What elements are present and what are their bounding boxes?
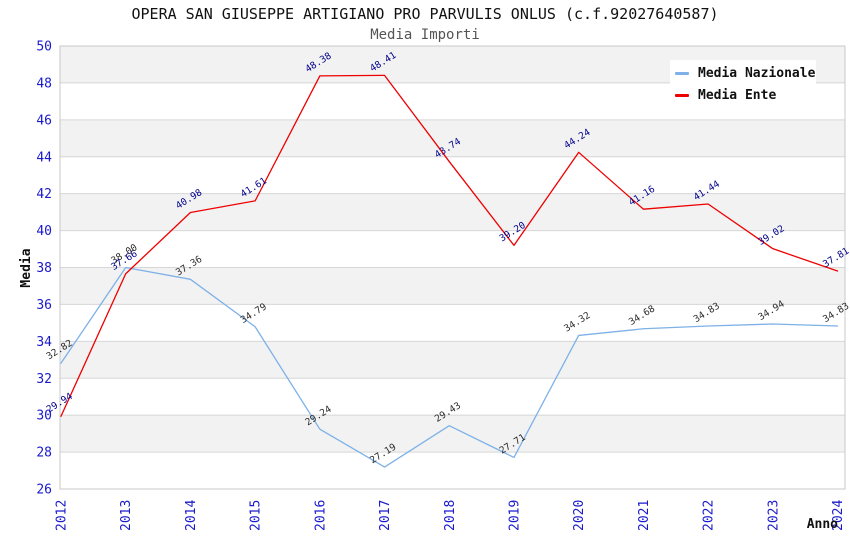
x-tick-label: 2020 bbox=[572, 500, 587, 531]
legend-item-media-nazionale: Media Nazionale bbox=[675, 66, 816, 81]
plot-band bbox=[60, 156, 845, 194]
chart-title: OPERA SAN GIUSEPPE ARTIGIANO PRO PARVULI… bbox=[131, 5, 719, 23]
legend: Media Nazionale Media Ente bbox=[670, 60, 816, 109]
plot-band bbox=[60, 415, 845, 453]
y-tick-label: 48 bbox=[36, 76, 52, 91]
y-tick-label: 50 bbox=[36, 40, 52, 55]
y-tick-label: 30 bbox=[36, 409, 52, 424]
plot-band bbox=[60, 230, 845, 268]
plot-band bbox=[60, 304, 845, 342]
legend-swatch-media-nazionale-icon bbox=[675, 72, 689, 75]
x-tick-label: 2016 bbox=[313, 500, 328, 531]
y-tick-label: 40 bbox=[36, 224, 52, 239]
y-tick-label: 46 bbox=[36, 113, 52, 128]
legend-item-media-ente: Media Ente bbox=[675, 88, 816, 103]
y-axis-title: Media bbox=[19, 248, 34, 287]
legend-swatch-media-ente-icon bbox=[675, 94, 689, 97]
x-tick-label: 2023 bbox=[766, 500, 781, 531]
plot-border bbox=[59, 45, 846, 490]
x-tick-label: 2018 bbox=[443, 500, 458, 531]
x-tick-label: 2014 bbox=[184, 500, 199, 531]
plot-band bbox=[60, 341, 845, 379]
legend-label-media-nazionale: Media Nazionale bbox=[698, 66, 816, 81]
x-tick-label: 2021 bbox=[637, 500, 652, 531]
y-tick-label: 36 bbox=[36, 298, 52, 313]
plot-band bbox=[60, 378, 845, 416]
legend-label-media-ente: Media Ente bbox=[698, 88, 777, 103]
y-tick-label: 38 bbox=[36, 261, 52, 276]
x-tick-label: 2017 bbox=[378, 500, 393, 531]
x-tick-label: 2024 bbox=[831, 500, 846, 531]
y-tick-label: 34 bbox=[36, 335, 52, 350]
y-tick-label: 44 bbox=[36, 150, 52, 165]
y-tick-label: 42 bbox=[36, 187, 52, 202]
plot-band bbox=[60, 267, 845, 305]
y-tick-label: 26 bbox=[36, 483, 52, 498]
series-line-media-nazionale bbox=[60, 266, 839, 468]
x-tick-label: 2019 bbox=[507, 500, 522, 531]
y-tick-label: 32 bbox=[36, 372, 52, 387]
x-tick-label: 2022 bbox=[702, 500, 717, 531]
chart-subtitle: Media Importi bbox=[370, 27, 480, 43]
series-line-media-ente bbox=[60, 74, 839, 417]
x-tick-label: 2015 bbox=[249, 500, 264, 531]
x-tick-label: 2012 bbox=[55, 500, 70, 531]
x-axis-title: Anno bbox=[807, 517, 838, 532]
plot-band bbox=[60, 119, 845, 157]
plot-band bbox=[60, 452, 845, 489]
y-tick-label: 28 bbox=[36, 446, 52, 461]
x-tick-label: 2013 bbox=[119, 500, 134, 531]
